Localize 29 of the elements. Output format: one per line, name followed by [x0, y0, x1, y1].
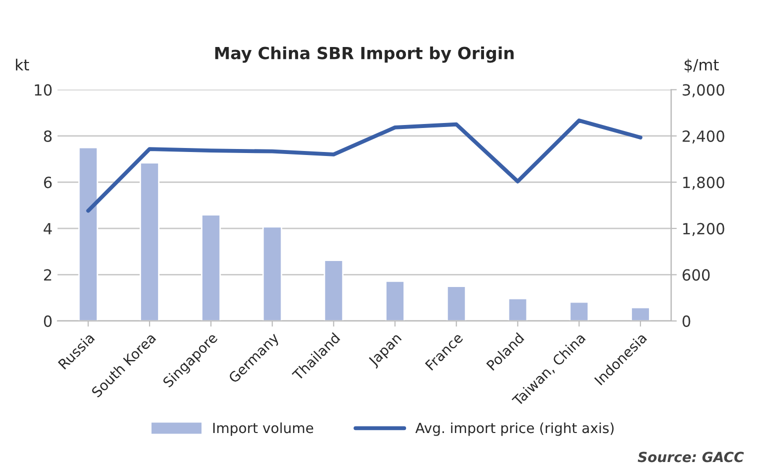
- y2-tick-label: 2,400: [682, 130, 724, 144]
- y2-axis-title: $/mt: [684, 58, 719, 73]
- y-tick-label: 8: [44, 130, 52, 142]
- bar: [508, 298, 528, 321]
- line-series: [86, 118, 642, 213]
- bar: [446, 286, 466, 321]
- y2-tick-label: 1,800: [683, 176, 724, 190]
- bar: [262, 226, 282, 321]
- y-tick-label: 6: [44, 176, 52, 188]
- y-tick-label: 0: [44, 315, 52, 327]
- y-tick-label: 2: [44, 269, 52, 281]
- bar: [201, 214, 221, 321]
- bar: [140, 162, 160, 321]
- bar: [78, 146, 98, 321]
- chart-title: May China SBR Import by Origin: [215, 46, 514, 63]
- y-axis-title: kt: [16, 58, 30, 70]
- legend-label: Avg. import price (right axis): [415, 422, 614, 436]
- y2-tick-label: 1,200: [683, 222, 724, 236]
- bar: [385, 280, 405, 321]
- bar: [630, 306, 650, 321]
- bar: [569, 301, 589, 321]
- y-tick-label: 4: [44, 223, 52, 234]
- legend-label: Import volume: [213, 422, 314, 436]
- y2-tick-label: 3,000: [682, 84, 724, 98]
- y2-tick-label: 600: [682, 269, 710, 281]
- source-note: Source: GACC: [638, 452, 744, 462]
- bar: [324, 260, 344, 321]
- y2-tick-label: 0: [682, 315, 690, 327]
- y-tick-label: 10: [34, 84, 52, 96]
